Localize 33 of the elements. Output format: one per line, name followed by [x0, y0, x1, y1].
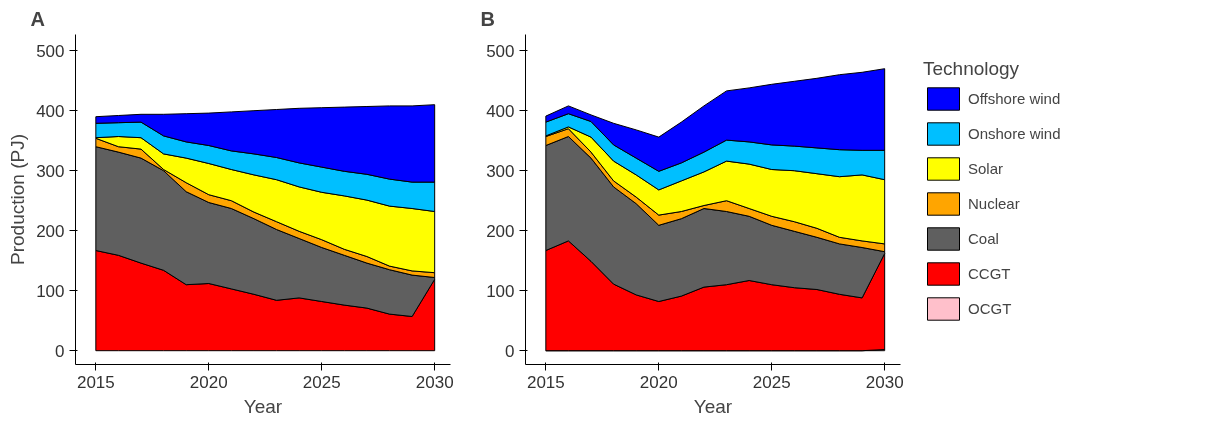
x-axis-title: Year: [243, 395, 283, 417]
y-tick-label: 400: [36, 101, 65, 121]
chart-title: A: [30, 7, 45, 30]
x-tick-label: 2030: [415, 372, 454, 392]
x-tick-label: 2015: [526, 372, 565, 392]
x-tick-label: 2025: [752, 372, 791, 392]
x-tick-label: 2025: [302, 372, 341, 392]
legend-label: OCGT: [968, 299, 1012, 317]
y-tick-label: 500: [36, 41, 65, 61]
x-tick-label: 2020: [189, 372, 228, 392]
legend-title: Technology: [923, 57, 1021, 79]
y-tick-label: 0: [505, 341, 515, 361]
y-tick-label: 500: [486, 41, 515, 61]
chart-title: B: [480, 7, 495, 30]
y-tick-label: 100: [36, 281, 65, 301]
legend-label: Coal: [968, 229, 999, 247]
y-tick-label: 200: [486, 221, 515, 241]
legend-label: Solar: [968, 159, 1004, 177]
y-axis-title: Production (PJ): [7, 134, 29, 265]
x-tick-label: 2020: [639, 372, 678, 392]
legend-label: Onshore wind: [968, 124, 1061, 142]
legend-label: Nuclear: [968, 194, 1020, 212]
y-tick-label: 0: [55, 341, 65, 361]
y-tick-label: 300: [486, 161, 515, 181]
x-tick-label: 2015: [76, 372, 115, 392]
y-tick-label: 300: [36, 161, 65, 181]
legend-label: Offshore wind: [968, 89, 1061, 107]
y-tick-label: 200: [36, 221, 65, 241]
y-tick-label: 100: [486, 281, 515, 301]
legend-label: CCGT: [968, 264, 1011, 282]
x-tick-label: 2030: [865, 372, 904, 392]
x-axis-title: Year: [693, 395, 733, 417]
y-tick-label: 400: [486, 101, 515, 121]
